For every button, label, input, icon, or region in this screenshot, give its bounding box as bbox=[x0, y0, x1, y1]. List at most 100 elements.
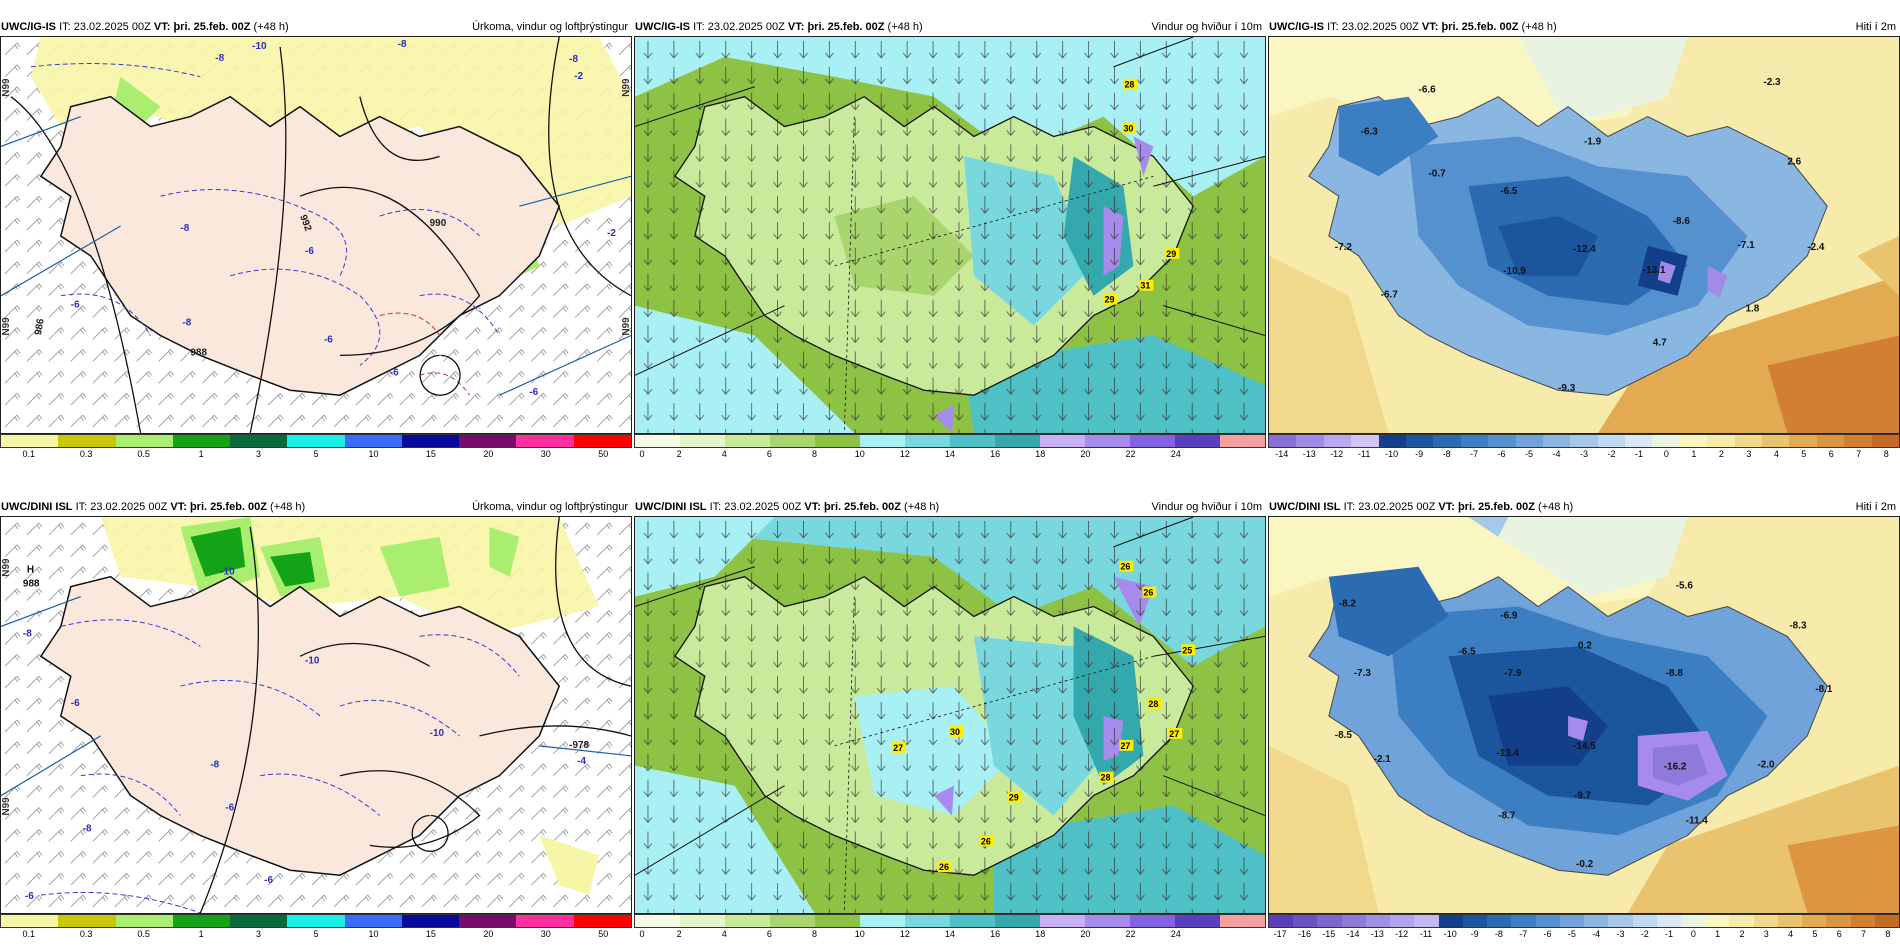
colorbar-tick-label: 12 bbox=[899, 929, 910, 939]
colorbar-swatch bbox=[230, 915, 288, 927]
colorbar-swatch bbox=[1762, 435, 1790, 447]
colorbar-swatch bbox=[1874, 915, 1900, 927]
panel-header: UWC/IG-IS IT: 23.02.2025 00Z VT: þri. 25… bbox=[0, 0, 632, 36]
colorbar-tick-label: -9 bbox=[1415, 449, 1424, 459]
isobar-label: -978 bbox=[569, 740, 589, 751]
colorbar-swatch bbox=[573, 435, 631, 447]
gust-marker: 30 bbox=[949, 725, 963, 737]
map-label: -8 bbox=[569, 54, 578, 65]
map-label: -6 bbox=[324, 334, 333, 345]
it-label: IT: bbox=[59, 21, 71, 33]
colorbar-swatch bbox=[401, 435, 460, 447]
vt-value: þri. 25.feb. 00Z bbox=[189, 501, 267, 513]
temp-label: 0.2 bbox=[1578, 640, 1592, 651]
model-name: UWC/DINI ISL bbox=[1, 501, 73, 513]
colorbar-swatch bbox=[1405, 435, 1434, 447]
panel-meta: UWC/DINI ISL IT: 23.02.2025 00Z VT: þri.… bbox=[1269, 500, 1573, 514]
colorbar-tick-label: -10 bbox=[1385, 449, 1399, 459]
it-label: IT: bbox=[1343, 501, 1356, 513]
colorbar-swatch bbox=[1559, 915, 1585, 927]
precip-map: H 988 -10 -8 -6 -10 -8 -10 -8 -6 -6 -4 -… bbox=[1, 517, 631, 913]
panel-meta: UWC/IG-IS IT: 23.02.2025 00Z VT: þri. 25… bbox=[635, 20, 923, 34]
colorbar-tick-label: 15 bbox=[425, 449, 436, 459]
it-value: 23.02.2025 00Z bbox=[707, 21, 785, 33]
svg-text:27: 27 bbox=[1169, 729, 1179, 739]
colorbar-tick-label: 50 bbox=[598, 929, 609, 939]
svg-text:30: 30 bbox=[1123, 124, 1133, 134]
temp-label: -7.9 bbox=[1504, 668, 1522, 679]
it-label: IT: bbox=[709, 501, 722, 513]
colorbar-tick-label: 2 bbox=[1718, 449, 1724, 459]
svg-text:28: 28 bbox=[1101, 773, 1111, 783]
gust-marker: 26 bbox=[1142, 586, 1157, 598]
colorbar-tick-label: 0.3 bbox=[79, 449, 93, 459]
colorbar-swatch bbox=[1844, 435, 1872, 447]
colorbar: 0 2 4 6 8 10 12 14 16 18 20 22 24 bbox=[634, 434, 1266, 460]
gust-marker: 27 bbox=[892, 741, 907, 753]
map-label: -6 bbox=[529, 387, 538, 398]
colorbar-swatch bbox=[1085, 435, 1130, 447]
colorbar-swatch bbox=[860, 435, 905, 447]
lead-time: (+48 h) bbox=[904, 501, 940, 513]
colorbar-swatches bbox=[1268, 434, 1900, 448]
colorbar-tick-label: -3 bbox=[1579, 449, 1589, 459]
temp-label: -13.1 bbox=[1643, 265, 1666, 276]
map-label: -6 bbox=[305, 246, 314, 257]
vt-label: VT: bbox=[804, 501, 821, 513]
gust-marker: 25 bbox=[1181, 644, 1196, 655]
colorbar-swatch bbox=[1625, 435, 1653, 447]
svg-text:31: 31 bbox=[1140, 281, 1150, 291]
colorbar-tick-label: 8 bbox=[812, 449, 818, 459]
colorbar-tick-label: 6 bbox=[1836, 929, 1842, 939]
colorbar-swatches bbox=[1268, 914, 1900, 928]
colorbar-tick-label: 0.3 bbox=[79, 929, 93, 939]
map-label: -8 bbox=[182, 318, 191, 329]
colorbar-tick-label: 1 bbox=[1715, 929, 1721, 939]
colorbar-swatch bbox=[1488, 435, 1516, 447]
colorbar-swatch bbox=[950, 435, 995, 447]
colorbar-swatch bbox=[58, 915, 116, 927]
panel-title: Úrkoma, vindur og loftþrýstingur bbox=[472, 501, 628, 513]
temp-label: -8.8 bbox=[1666, 668, 1684, 679]
temp-label: 4.7 bbox=[1653, 337, 1667, 348]
map-canvas: 28 30 29 29 31 bbox=[634, 36, 1266, 434]
colorbar-swatch bbox=[1826, 915, 1851, 927]
high-pressure-letter: H bbox=[27, 565, 34, 576]
panel-meta: UWC/IG-IS IT: 23.02.2025 00Z VT: þri. 25… bbox=[1, 20, 289, 34]
temp-label: -2.3 bbox=[1763, 77, 1781, 88]
colorbar-tick-label: 5 bbox=[1812, 929, 1818, 939]
gust-marker: 31 bbox=[1139, 279, 1154, 291]
svg-text:28: 28 bbox=[1148, 699, 1158, 709]
panel-header: UWC/IG-IS IT: 23.02.2025 00Z VT: þri. 25… bbox=[634, 0, 1266, 36]
colorbar-swatch bbox=[1597, 435, 1626, 447]
colorbar-tick-label: 5 bbox=[313, 929, 319, 939]
temp-label: -5.6 bbox=[1676, 581, 1694, 592]
colorbar-swatch bbox=[1341, 915, 1366, 927]
colorbar-swatch bbox=[1707, 435, 1735, 447]
it-value: 23.02.2025 00Z bbox=[1341, 21, 1419, 33]
colorbar-swatch bbox=[516, 435, 574, 447]
map-label: -6 bbox=[71, 698, 80, 709]
temperature-map: -6.6 -6.3 -0.7 -6.5 -1.9 -2.3 2.6 -8.6 -… bbox=[1269, 37, 1899, 433]
colorbar-tick-label: 8 bbox=[1885, 929, 1891, 939]
colorbar-swatch bbox=[287, 915, 345, 927]
isobar-label: 986 bbox=[33, 317, 47, 336]
colorbar-tick-label: 3 bbox=[1763, 929, 1769, 939]
colorbar-swatch bbox=[1040, 435, 1085, 447]
colorbar-tick-label: -1 bbox=[1634, 449, 1643, 459]
colorbar-swatches bbox=[634, 434, 1266, 448]
colorbar-tick-label: 2 bbox=[676, 929, 682, 939]
colorbar-swatch bbox=[1293, 915, 1318, 927]
colorbar-swatch bbox=[1175, 435, 1220, 447]
colorbar-tick-label: 22 bbox=[1125, 929, 1136, 939]
map-label: -2 bbox=[607, 228, 616, 239]
svg-text:26: 26 bbox=[1120, 562, 1130, 572]
it-label: IT: bbox=[75, 501, 88, 513]
colorbar-swatch bbox=[725, 435, 770, 447]
colorbar-swatch bbox=[1351, 435, 1379, 447]
panel-precip-ig: UWC/IG-IS IT: 23.02.2025 00Z VT: þri. 25… bbox=[0, 0, 632, 460]
colorbar-tick-label: -13 bbox=[1370, 929, 1384, 939]
colorbar-tick-label: 4 bbox=[1773, 449, 1779, 459]
colorbar-swatch bbox=[1175, 915, 1220, 927]
